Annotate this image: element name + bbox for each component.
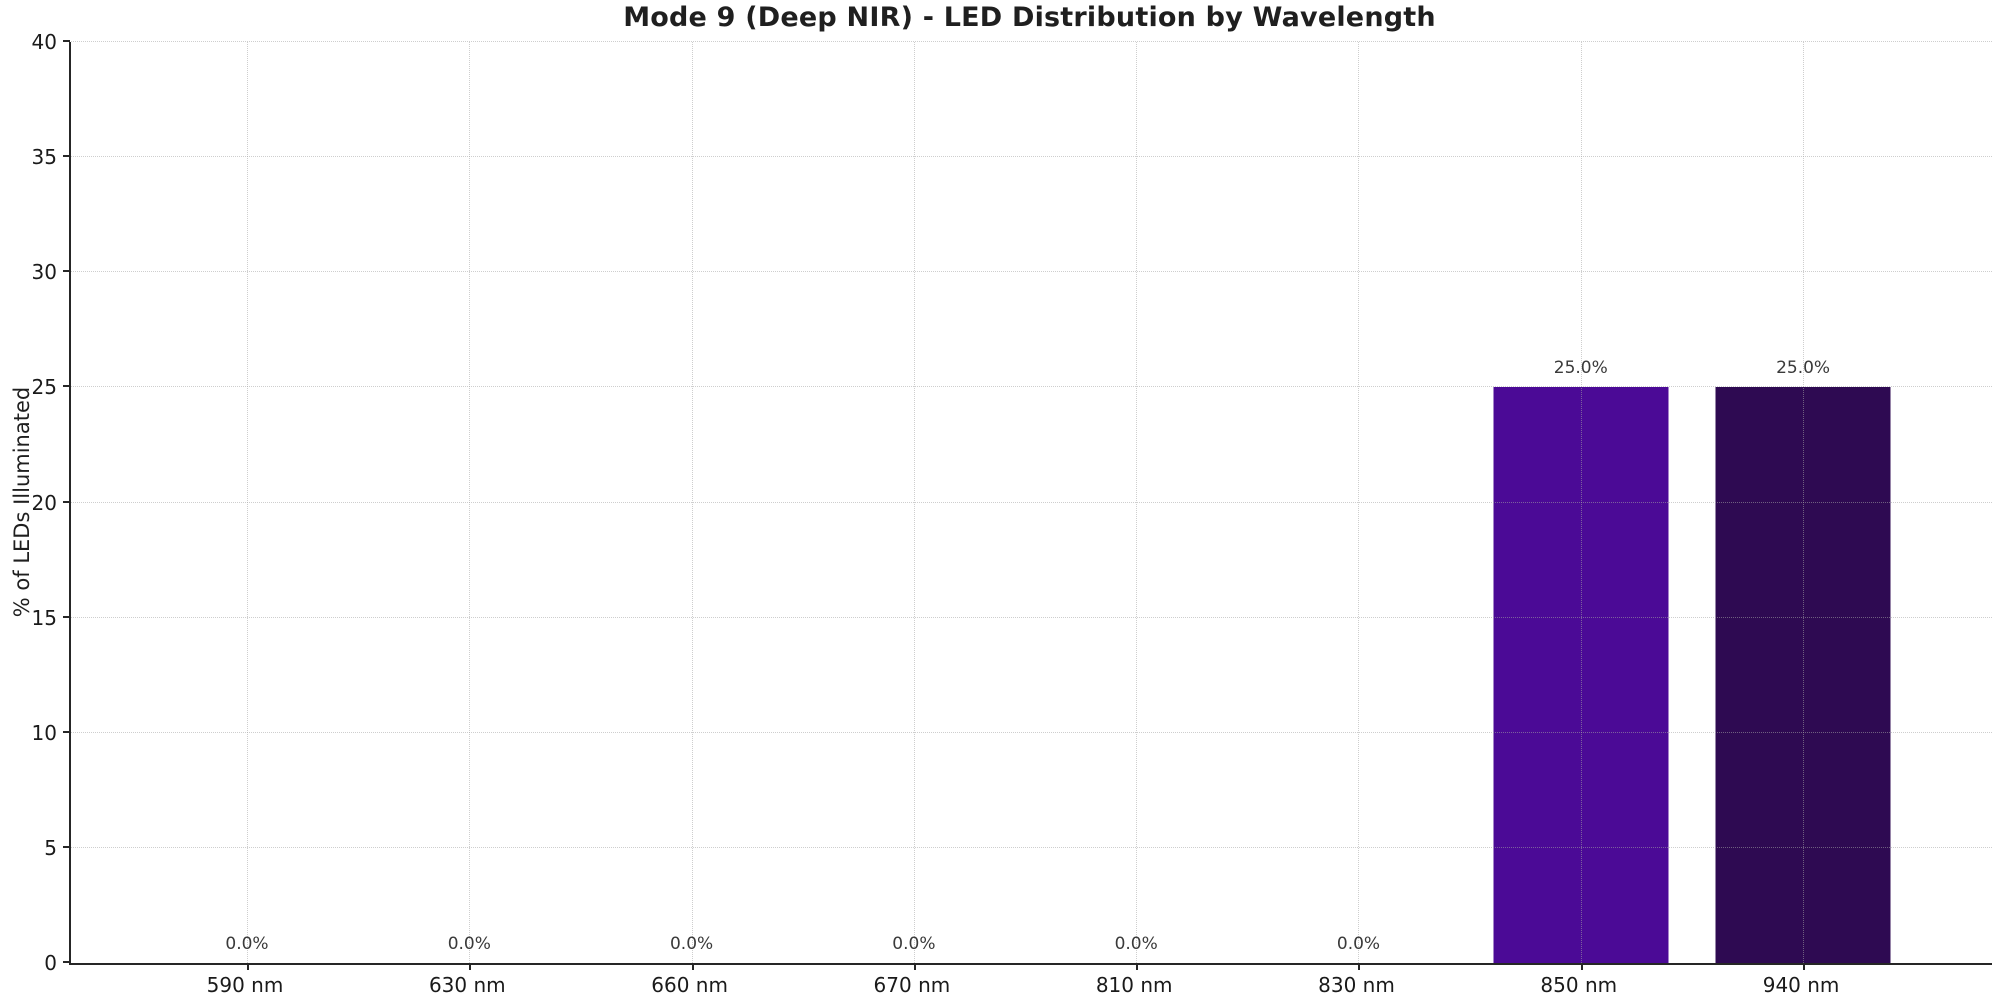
y-axis-tick bbox=[63, 385, 70, 388]
x-axis-tick bbox=[469, 963, 472, 970]
horizontal-gridline bbox=[71, 386, 1992, 388]
horizontal-gridline bbox=[71, 731, 1992, 733]
bar-850nm bbox=[1493, 387, 1669, 963]
y-tick-label: 40 bbox=[31, 30, 57, 54]
x-tick-label-630nm: 630 nm bbox=[428, 973, 506, 997]
value-label-660nm: 0.0% bbox=[669, 934, 714, 954]
y-tick-label: 5 bbox=[44, 835, 57, 860]
y-axis-tick-labels: 0 5 10 15 20 25 30 35 40 bbox=[0, 32, 69, 973]
y-tick-label: 15 bbox=[31, 605, 57, 630]
x-tick-label-810nm: 810 nm bbox=[1095, 973, 1173, 997]
vertical-gridline bbox=[913, 42, 915, 963]
horizontal-gridline bbox=[71, 501, 1992, 503]
y-axis-tick bbox=[63, 500, 70, 503]
horizontal-gridline bbox=[71, 846, 1992, 848]
y-tick-label: 0 bbox=[44, 951, 57, 975]
y-tick-label: 35 bbox=[31, 145, 57, 170]
x-axis-tick bbox=[247, 963, 249, 970]
x-tick-label-670nm: 670 nm bbox=[873, 973, 951, 997]
vertical-gridline bbox=[1358, 42, 1360, 963]
x-tick-label-940nm: 940 nm bbox=[1762, 973, 1840, 997]
x-tick-label-850nm: 850 nm bbox=[1540, 973, 1618, 997]
plot-area: 0.0% 0.0% 0.0% 0.0% 0.0% 0.0% 25.0% 25.0% bbox=[63, 40, 1992, 970]
y-tick-label: 25 bbox=[31, 375, 57, 400]
value-label-670nm: 0.0% bbox=[892, 934, 936, 954]
y-axis-tick bbox=[63, 845, 70, 848]
x-axis-tick bbox=[1136, 963, 1139, 970]
x-tick-label-660nm: 660 nm bbox=[651, 973, 728, 997]
x-tick-label-590nm: 590 nm bbox=[206, 973, 284, 997]
horizontal-gridline bbox=[71, 271, 1992, 273]
x-axis-tick bbox=[1358, 963, 1361, 970]
vertical-gridline bbox=[691, 42, 693, 963]
y-axis-tick bbox=[63, 961, 70, 963]
y-axis-tick bbox=[63, 615, 70, 618]
bar-940nm bbox=[1715, 387, 1891, 963]
value-label-830nm: 0.0% bbox=[1336, 934, 1381, 954]
y-tick-label: 30 bbox=[31, 260, 57, 285]
x-axis-tick bbox=[691, 963, 694, 970]
x-axis-tick bbox=[1580, 963, 1583, 970]
x-tick-label-830nm: 830 nm bbox=[1318, 973, 1395, 997]
x-axis-tick bbox=[1803, 963, 1806, 970]
vertical-gridline bbox=[469, 42, 471, 963]
horizontal-gridline bbox=[71, 156, 1992, 158]
value-label-940nm: 25.0% bbox=[1776, 358, 1831, 379]
chart-title: Mode 9 (Deep NIR) - LED Distribution by … bbox=[623, 2, 1436, 33]
x-axis-tick-labels: 590 nm 630 nm 660 nm 670 nm 810 nm 830 nm 850 … bbox=[69, 965, 1990, 1000]
y-axis-tick bbox=[63, 40, 70, 42]
vertical-gridline bbox=[1136, 42, 1138, 963]
x-axis-tick bbox=[913, 963, 916, 970]
horizontal-gridline bbox=[71, 616, 1992, 618]
y-axis-tick bbox=[63, 270, 70, 273]
value-label-630nm: 0.0% bbox=[447, 934, 491, 954]
value-label-850nm: 25.0% bbox=[1553, 358, 1608, 379]
y-axis-tick bbox=[63, 155, 70, 158]
horizontal-gridline bbox=[71, 41, 1992, 42]
vertical-gridline bbox=[247, 42, 248, 963]
value-label-810nm: 0.0% bbox=[1114, 934, 1158, 954]
y-tick-label: 20 bbox=[31, 490, 57, 515]
value-label-590nm: 0.0% bbox=[225, 934, 269, 954]
y-tick-label: 10 bbox=[31, 720, 57, 745]
y-axis-tick bbox=[63, 730, 70, 733]
